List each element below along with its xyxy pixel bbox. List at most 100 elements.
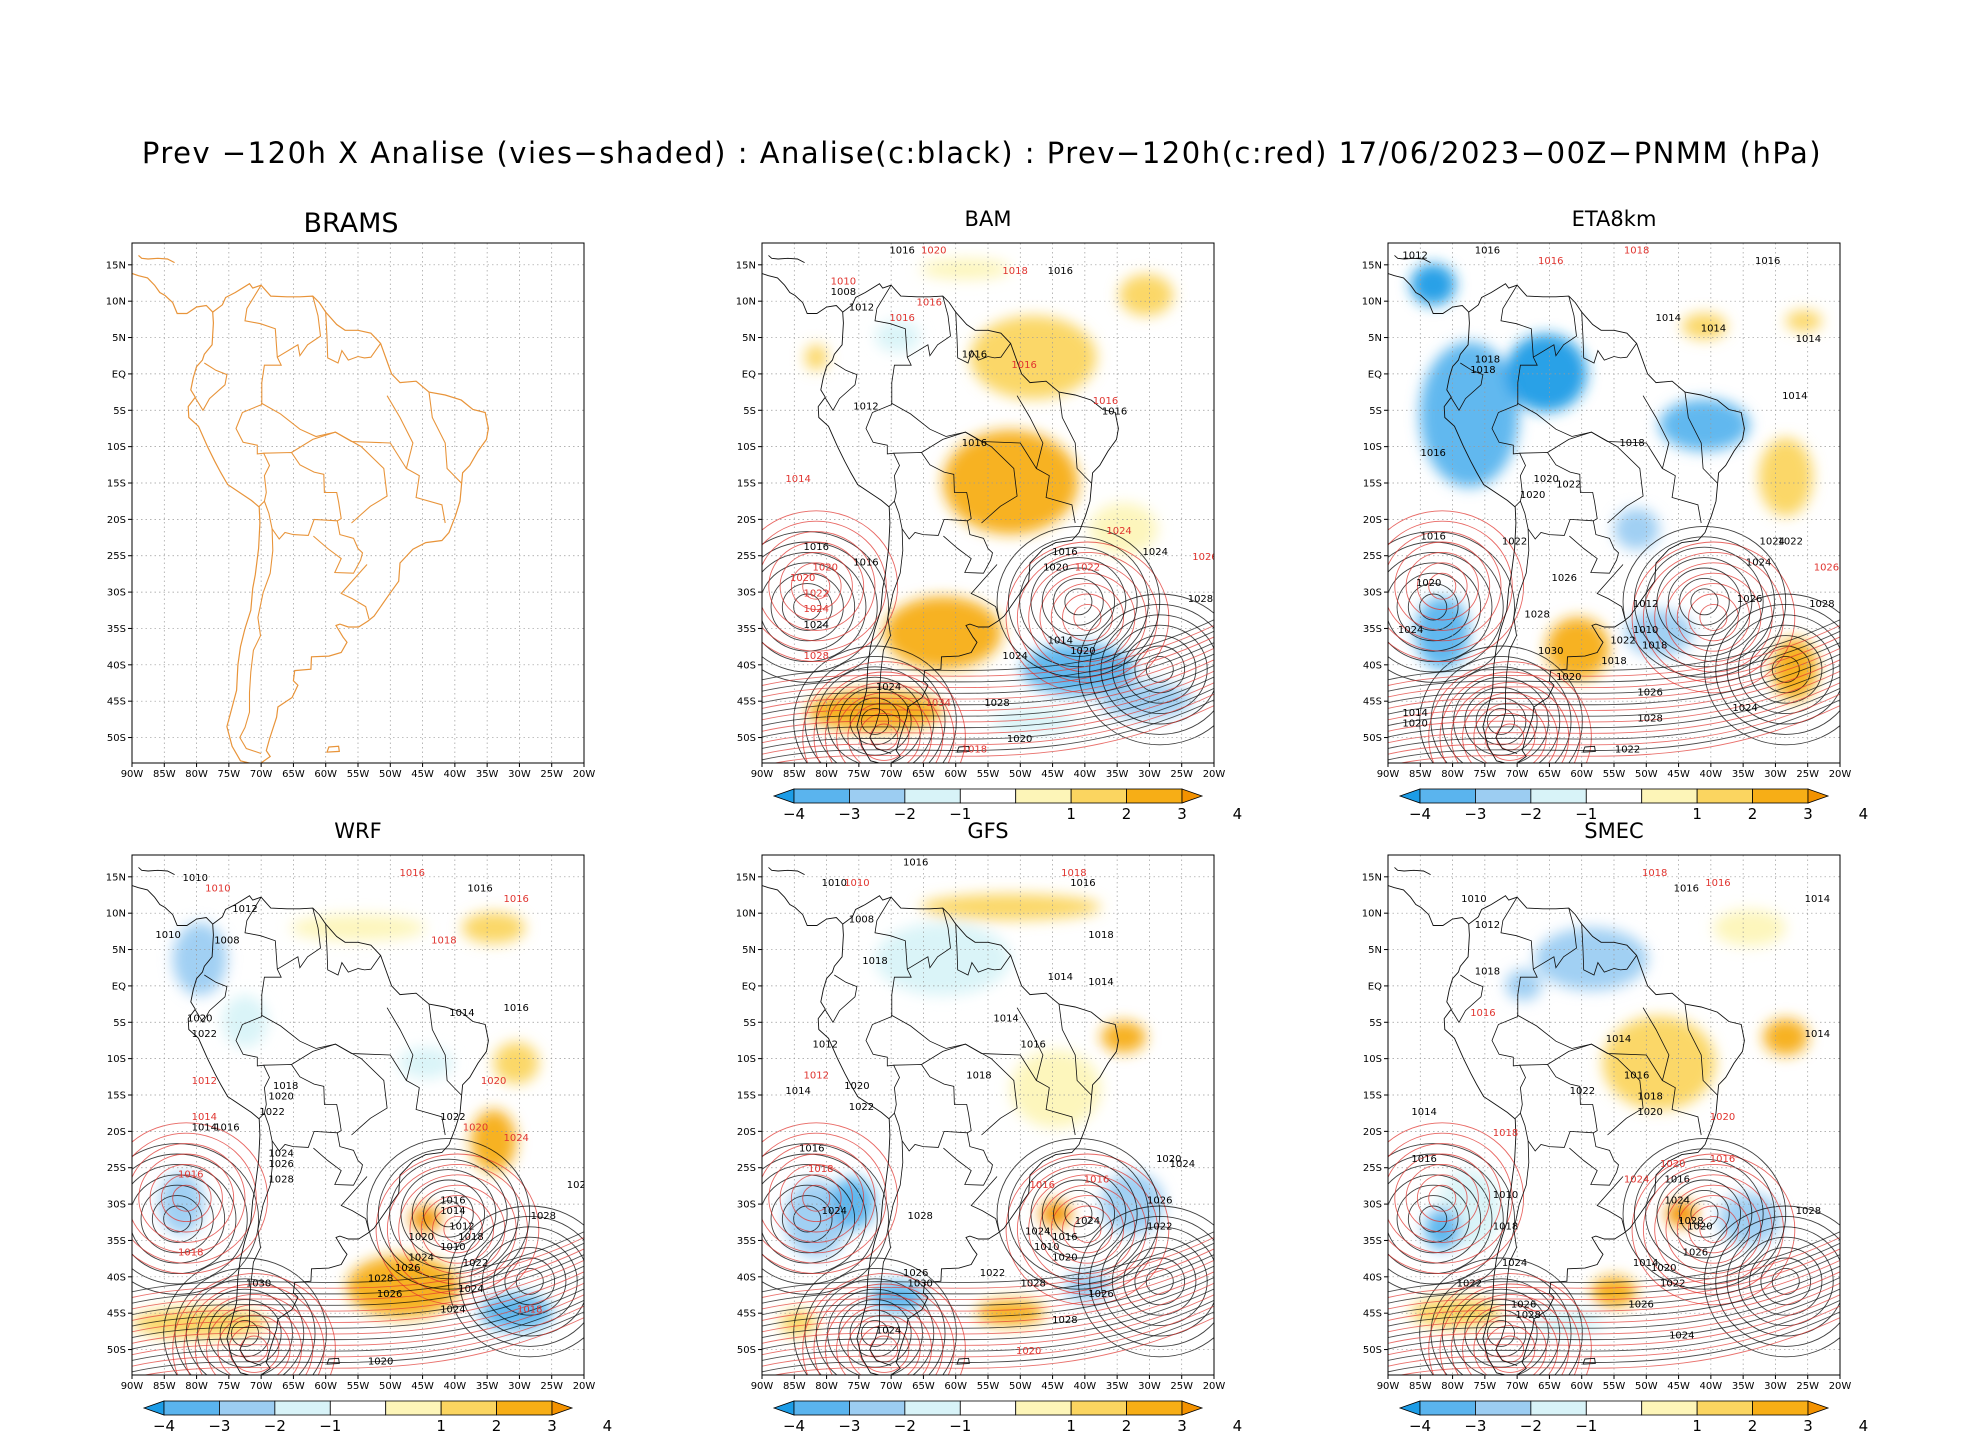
isobar	[1656, 557, 1753, 647]
isobar	[1089, 603, 1214, 735]
lon-tick-label: 70W	[880, 769, 903, 780]
country-border	[235, 404, 271, 508]
isobar	[1715, 603, 1840, 735]
isobar	[779, 1163, 853, 1233]
isobar	[762, 1248, 1214, 1310]
lon-tick-label: 85W	[783, 1381, 806, 1392]
falkland-islands	[1582, 745, 1596, 753]
lon-tick-label: 90W	[1377, 1381, 1400, 1392]
bias-patch	[1410, 263, 1456, 306]
isobar	[1005, 1153, 1170, 1306]
isobar	[762, 688, 1214, 749]
lat-tick-label: 5N	[112, 333, 126, 344]
isobar	[447, 1205, 584, 1358]
isobar	[1388, 1282, 1840, 1344]
country-border	[965, 1043, 1018, 1136]
contour-label: 1016	[400, 868, 425, 879]
country-border	[1058, 1004, 1092, 1096]
colorbar: −4 −3 −2 −1 1 2 3 4	[1398, 1400, 1868, 1435]
country-border	[970, 1176, 1000, 1232]
contour-label: 1018	[1619, 438, 1644, 449]
lat-tick-label: 10S	[107, 1054, 126, 1065]
colorbar-label: −4	[783, 1417, 805, 1435]
isobar	[762, 1174, 856, 1264]
isobar	[172, 1184, 201, 1212]
isobar	[1388, 670, 1840, 732]
isobar	[1631, 541, 1796, 694]
contour-label: 1024	[876, 1325, 901, 1336]
lon-tick-label: 25W	[540, 1381, 563, 1392]
colorbar-swatch	[1070, 788, 1127, 804]
isobar	[762, 665, 1214, 726]
contour-label: 1016	[1030, 1180, 1055, 1191]
lat-tick-label: 20S	[107, 515, 126, 526]
contour-labels: 1012 1016 1016 1018 1016 1014 1018 1014 1014 1014…	[1398, 245, 1839, 755]
isobar	[132, 1248, 584, 1310]
isobar	[1064, 1200, 1093, 1228]
colorbar-label: −2	[1520, 1417, 1542, 1435]
contour-label: 1010	[831, 277, 856, 288]
colorbar-swatch	[1015, 788, 1072, 804]
coastline-central-america	[132, 885, 214, 926]
colorbar-swatch	[1752, 1400, 1809, 1416]
colorbar-label: 1	[1066, 1417, 1076, 1435]
country-border	[291, 1043, 407, 1081]
colorbar-swatch	[1641, 788, 1698, 804]
contour-label: 1024	[1624, 1175, 1649, 1186]
bias-patch	[804, 344, 828, 371]
country-border	[277, 907, 321, 970]
contour-label: 1016	[1070, 878, 1095, 889]
isobar-contours	[762, 510, 1214, 763]
bias-patch	[875, 922, 1011, 996]
colorbar-swatch	[849, 788, 906, 804]
isobar	[1645, 1158, 1764, 1269]
bias-shading	[1410, 263, 1822, 701]
isobar	[1690, 588, 1719, 616]
contour-label: 1012	[813, 1039, 838, 1050]
isobar	[1388, 1237, 1840, 1298]
isobar	[762, 1143, 889, 1295]
colorbar-swatch	[1696, 788, 1753, 804]
country-border	[921, 431, 1037, 469]
falkland-islands	[326, 745, 340, 753]
isobar	[163, 1257, 327, 1375]
colorbar-arrow-right	[1807, 1400, 1830, 1416]
gridlines	[132, 855, 584, 1375]
contour-label: 1024	[1002, 651, 1027, 662]
lat-tick-label: 5N	[112, 945, 126, 956]
lat-tick-label: 45S	[107, 697, 126, 708]
lat-tick-label: 5S	[743, 1018, 756, 1029]
isobar	[762, 625, 1214, 686]
colorbar-swatch	[793, 1400, 850, 1416]
lat-tick-label: 25S	[737, 1163, 756, 1174]
contour-label: 1030	[246, 1279, 271, 1290]
isobar	[420, 1195, 495, 1264]
isobar	[1394, 541, 1491, 631]
isobar	[762, 653, 1214, 715]
country-border	[260, 402, 336, 438]
contour-label: 1026	[1637, 687, 1662, 698]
contour-label: 1014	[1782, 391, 1807, 402]
colorbar-swatch	[440, 1400, 497, 1416]
lon-tick-label: 55W	[977, 1381, 1000, 1392]
colorbar-label: −4	[1409, 1417, 1431, 1435]
figure-title: Prev −120h X Analise (vies−shaded) : Ana…	[141, 136, 1823, 170]
isobar	[132, 1311, 584, 1373]
contour-label: 1016	[1093, 396, 1118, 407]
contour-label: 1026	[1628, 1299, 1653, 1310]
colorbar-label: 3	[1177, 805, 1187, 823]
contour-label: 1014	[1701, 323, 1726, 334]
isobar	[1656, 1169, 1753, 1259]
contour-label: 1024	[804, 620, 829, 631]
colorbar-arrow-left	[1398, 1400, 1421, 1416]
isobar	[1428, 572, 1457, 600]
contour-label: 1016	[1420, 531, 1445, 542]
contour-label: 1024	[458, 1284, 483, 1295]
contour-label: 1018	[1642, 641, 1667, 652]
contour-label: 1018	[1470, 365, 1495, 376]
lon-tick-label: 35W	[1732, 769, 1755, 780]
contour-label: 1022	[1556, 479, 1581, 490]
isobar	[1111, 624, 1208, 715]
